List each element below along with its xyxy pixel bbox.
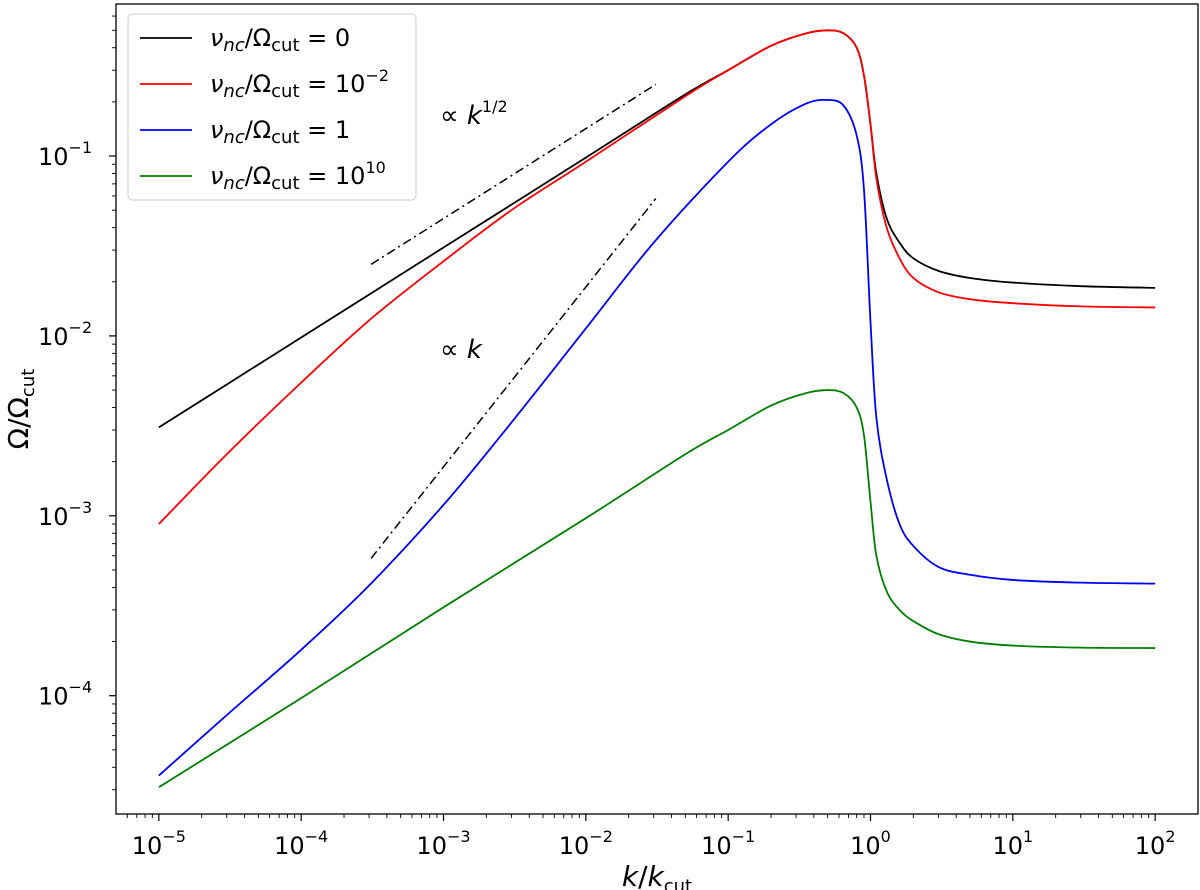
y-tick-label-3: 10−1 (38, 138, 92, 171)
legend-label-2: νnc/Ωcut = 1 (210, 116, 350, 148)
plot-frame (115, 3, 1199, 815)
x-ticks: 10−5 10−4 10−3 10−2 10−1 100 101 102 (126, 814, 1176, 860)
x-tick-label-3: 10−2 (559, 827, 613, 860)
y-axis-label: Ω/Ωcut (2, 369, 39, 450)
x-axis-label: k/kcut (622, 860, 692, 890)
x-tick-label-0: 10−5 (132, 827, 186, 860)
x-tick-label-5: 100 (850, 827, 891, 860)
y-tick-label-1: 10−3 (38, 498, 92, 531)
x-tick-label-7: 102 (1135, 827, 1176, 860)
x-tick-label-1: 10−4 (274, 827, 328, 860)
legend: νnc/Ωcut = 0 νnc/Ωcut = 10−2 νnc/Ωcut = 1 ν… (127, 13, 417, 201)
reference-line-0 (370, 83, 657, 265)
legend-label-0: νnc/Ωcut = 0 (210, 24, 350, 56)
x-tick-label-2: 10−3 (416, 827, 470, 860)
annotations: ∝ k1/2 ∝ k (440, 97, 508, 365)
x-tick-label-4: 10−1 (701, 827, 755, 860)
y-ticks: 10−4 10−3 10−2 10−1 (38, 15, 116, 791)
series-layer (158, 29, 1156, 788)
reference-label-1: ∝ k (440, 335, 483, 365)
reference-label-0: ∝ k1/2 (440, 97, 508, 131)
legend-label-3: νnc/Ωcut = 1010 (210, 158, 386, 194)
series-line-3 (158, 389, 1156, 788)
legend-label-1: νnc/Ωcut = 10−2 (210, 66, 389, 102)
y-tick-label-0: 10−4 (38, 678, 92, 711)
y-tick-label-2: 10−2 (38, 318, 92, 351)
series-line-1 (158, 29, 1156, 525)
reference-line-1 (370, 198, 657, 559)
legend-box (127, 13, 417, 201)
reference-lines (370, 83, 657, 559)
series-line-2 (158, 98, 1156, 777)
x-tick-label-6: 101 (992, 827, 1033, 860)
